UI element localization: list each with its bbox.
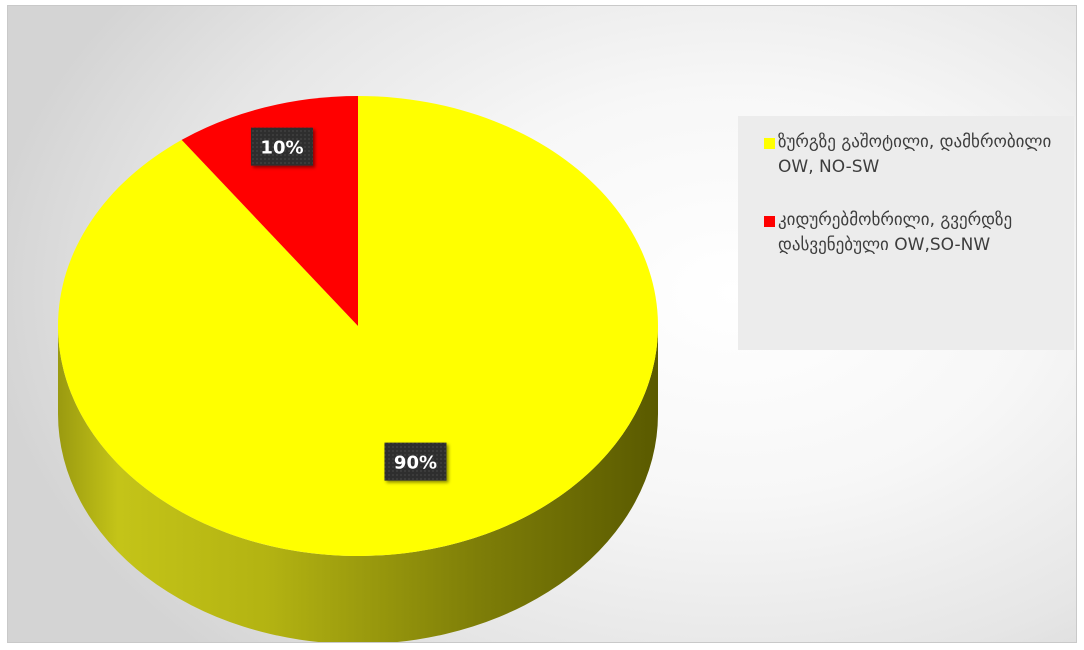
legend-item: ზურგზე გაშოტილი, დამხრობილი OW, NO-SW (764, 130, 1058, 180)
legend-label: ზურგზე გაშოტილი, დამხრობილი OW, NO-SW (778, 132, 1052, 177)
pie-slice-0 (57, 96, 658, 556)
data-label-0: 90% (384, 442, 447, 481)
legend-item: კიდურებმოხრილი, გვერდზე დასვენებული OW,S… (764, 208, 1058, 258)
data-label-box (250, 127, 313, 166)
legend: ზურგზე გაშოტილი, დამხრობილი OW, NO-SW კი… (738, 116, 1074, 350)
data-label-box (384, 442, 447, 481)
pie-side-wall (58, 326, 658, 642)
legend-swatch-red (764, 216, 775, 227)
data-label-text: 10% (260, 138, 303, 159)
legend-swatch-yellow (764, 138, 775, 149)
data-label-text: 90% (394, 453, 437, 474)
pie-slice-1 (181, 96, 358, 326)
data-label-1: 10% (250, 127, 313, 166)
chart-frame: 90% 10% ზურგზე გაშოტილი, დამხრობილი OW, N… (7, 5, 1077, 643)
legend-label: კიდურებმოხრილი, გვერდზე დასვენებული OW,S… (778, 210, 1013, 255)
pie-chart: 90% 10% (57, 96, 658, 642)
